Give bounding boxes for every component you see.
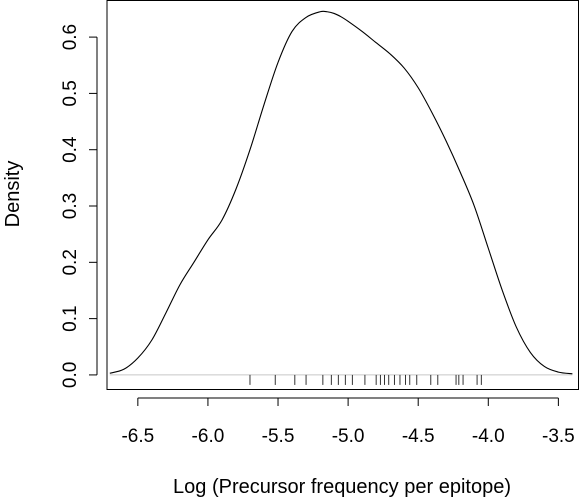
x-tick-label: -3.5: [542, 426, 575, 447]
y-tick-label: 0.1: [60, 305, 81, 331]
y-tick-label: 0.0: [60, 362, 81, 388]
y-tick-label: 0.4: [60, 136, 81, 163]
y-tick-label: 0.5: [60, 80, 81, 106]
density-curve: [109, 10, 573, 375]
y-tick-label: 0.6: [60, 24, 81, 50]
x-tick-label: -6.0: [192, 426, 225, 447]
y-axis-label: Density: [2, 161, 24, 228]
x-tick-label: -5.5: [262, 426, 295, 447]
y-axis: 0.0 0.1 0.2 0.3 0.4 0.5 0.6: [60, 24, 98, 388]
x-tick-label: -6.5: [121, 426, 154, 447]
y-tick-label: 0.3: [60, 193, 81, 219]
x-tick-label: -4.0: [472, 426, 505, 447]
rug-marks: [249, 374, 482, 385]
x-tick-label: -4.5: [402, 426, 435, 447]
plot-frame: [106, 0, 579, 390]
x-tick-label: -5.0: [332, 426, 365, 447]
y-tick-label: 0.2: [60, 249, 81, 275]
x-axis: -6.5 -6.0 -5.5 -5.0 -4.5 -4.0 -3.5: [121, 397, 575, 447]
x-axis-label: Log (Precursor frequency per epitope): [173, 476, 511, 498]
